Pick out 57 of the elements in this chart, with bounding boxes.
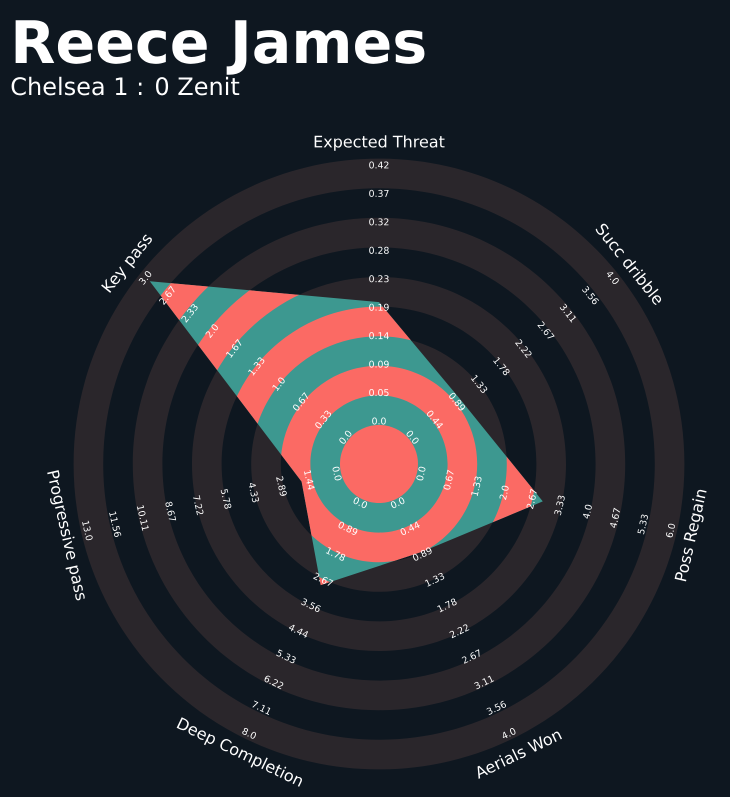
text: 4.33 bbox=[249, 483, 260, 502]
text: 0.23 bbox=[369, 275, 389, 282]
text: 1.33 bbox=[471, 476, 482, 496]
text: 4.0 bbox=[583, 504, 592, 519]
chart-title: Reece James bbox=[16, 20, 424, 75]
text: 0.05 bbox=[369, 389, 389, 396]
text: 3.56 bbox=[300, 598, 321, 612]
chart-subtitle: Chelsea 1 : 0 Zenit bbox=[12, 76, 240, 96]
text: 11.56 bbox=[109, 511, 122, 538]
text: 3.33 bbox=[554, 496, 565, 516]
text: 2.22 bbox=[449, 624, 470, 638]
text: 1.78 bbox=[326, 547, 346, 561]
text: 0.0 bbox=[354, 497, 368, 508]
text: 0.42 bbox=[369, 161, 388, 169]
text: 4.0 bbox=[607, 272, 619, 284]
text: 8.0 bbox=[242, 728, 256, 739]
text: 6.22 bbox=[264, 676, 284, 690]
text: 0.89 bbox=[412, 547, 432, 561]
text: 1.33 bbox=[424, 572, 444, 587]
text: 2.67 bbox=[526, 488, 537, 510]
text: 13.0 bbox=[82, 520, 93, 540]
text: 3.0 bbox=[138, 271, 152, 285]
text: 10.11 bbox=[136, 505, 149, 531]
text: 2.67 bbox=[462, 649, 480, 664]
text: 0.0 bbox=[332, 466, 342, 480]
text: 0.37 bbox=[369, 190, 389, 197]
spoke-label: Poss Regain bbox=[674, 490, 707, 582]
text: 2.0 bbox=[205, 324, 218, 338]
text: 1.0 bbox=[272, 378, 285, 392]
text: 0.89 bbox=[338, 522, 358, 535]
text: 8.67 bbox=[166, 502, 176, 520]
text: 2.67 bbox=[313, 572, 334, 586]
text: 0.32 bbox=[369, 218, 388, 226]
text: 5.33 bbox=[637, 514, 648, 534]
text: 0.0 bbox=[416, 466, 426, 480]
text: 1.44 bbox=[304, 470, 315, 490]
text: 3.56 bbox=[486, 700, 506, 715]
text: 5.33 bbox=[276, 649, 296, 664]
text: 2.89 bbox=[276, 476, 287, 496]
text: 3.11 bbox=[474, 676, 494, 690]
text: 0.67 bbox=[443, 470, 454, 490]
text: 5.78 bbox=[220, 488, 232, 509]
text: 7.22 bbox=[193, 495, 204, 516]
text: 0.0 bbox=[406, 430, 419, 444]
text: 4.44 bbox=[288, 624, 308, 638]
text: 2.0 bbox=[500, 486, 509, 500]
text: 1.78 bbox=[437, 598, 457, 612]
text: 4.0 bbox=[502, 728, 516, 738]
text: 0.0 bbox=[339, 430, 352, 444]
text: 0.44 bbox=[400, 521, 420, 535]
text: 4.67 bbox=[610, 508, 620, 528]
text: 7.11 bbox=[252, 700, 270, 715]
text: 0.0 bbox=[372, 417, 386, 425]
spoke-label: Expected Threat bbox=[314, 135, 445, 151]
text: 0.28 bbox=[369, 246, 389, 254]
text: 6.0 bbox=[666, 524, 675, 538]
text: 0.0 bbox=[390, 497, 404, 508]
